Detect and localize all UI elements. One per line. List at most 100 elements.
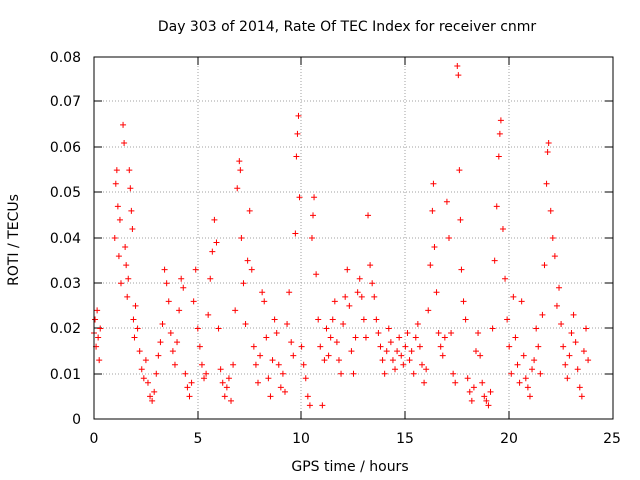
data-point (502, 275, 509, 282)
data-point (151, 388, 158, 395)
data-point (165, 298, 172, 305)
data-point (448, 330, 455, 337)
data-point (549, 235, 556, 241)
data-point (358, 293, 365, 300)
data-point (92, 316, 99, 323)
data-point (560, 343, 567, 350)
data-point (263, 334, 270, 341)
data-point (155, 352, 162, 359)
data-point (445, 235, 452, 241)
data-point (131, 334, 138, 341)
data-point (381, 370, 388, 377)
data-point (333, 339, 340, 346)
data-point (331, 298, 338, 305)
data-point (481, 393, 488, 400)
data-point (252, 361, 259, 368)
data-point (250, 343, 257, 350)
data-point (522, 375, 529, 382)
data-point (211, 216, 218, 223)
data-point (556, 284, 563, 291)
data-point (504, 316, 511, 323)
data-point (365, 212, 372, 219)
data-point (281, 388, 288, 395)
data-point (564, 375, 571, 382)
data-point (499, 225, 506, 232)
data-point (219, 379, 226, 386)
data-point (196, 343, 203, 350)
data-point (265, 375, 272, 382)
ticks (94, 56, 613, 420)
data-point (114, 203, 121, 210)
data-point (483, 397, 490, 404)
data-point (416, 343, 423, 350)
x-tick-label-2: 10 (292, 431, 310, 447)
data-point (142, 357, 149, 364)
data-point (398, 352, 405, 359)
data-point (419, 361, 426, 368)
data-point (277, 384, 284, 391)
data-point (506, 343, 513, 350)
data-point (479, 379, 486, 386)
data-point (115, 253, 122, 260)
data-point (311, 194, 318, 201)
data-point (544, 149, 551, 156)
x-axis-label: GPS time / hours (291, 459, 408, 475)
data-point (237, 167, 244, 174)
data-point (123, 262, 130, 269)
data-point (269, 357, 276, 364)
data-point (111, 235, 118, 241)
y-tick-label-4: 0.04 (50, 231, 81, 247)
data-point (153, 370, 160, 377)
data-point (259, 289, 266, 296)
data-point (396, 334, 403, 341)
data-point (371, 293, 378, 300)
data-point (457, 216, 464, 223)
data-point (377, 343, 384, 350)
data-point (350, 370, 357, 377)
data-point (344, 266, 351, 273)
data-point (159, 320, 166, 327)
y-tick-label-5: 0.05 (50, 185, 81, 201)
data-point (232, 307, 239, 314)
data-point (410, 370, 417, 377)
data-point (375, 330, 382, 337)
data-point (346, 302, 353, 309)
data-point (127, 185, 134, 192)
gridlines (94, 57, 613, 418)
data-point (125, 275, 132, 282)
data-point (535, 343, 542, 350)
data-point (414, 320, 421, 327)
y-tick-label-6: 0.06 (50, 140, 81, 156)
data-point (570, 311, 577, 318)
data-point (458, 266, 465, 273)
data-point (201, 375, 208, 382)
data-point (496, 130, 503, 137)
data-point (279, 370, 286, 377)
data-point (485, 402, 492, 409)
data-point (248, 266, 255, 273)
data-point (431, 244, 438, 251)
data-point (558, 320, 565, 327)
data-point (180, 284, 187, 291)
data-point (317, 343, 324, 350)
data-point (338, 370, 345, 377)
data-point (244, 257, 251, 264)
data-point (144, 379, 151, 386)
data-point (97, 325, 104, 332)
data-point (217, 366, 224, 373)
data-point (290, 352, 297, 359)
data-point (518, 298, 525, 305)
data-point (130, 316, 137, 323)
data-point (157, 339, 164, 346)
data-point (234, 185, 241, 192)
data-point (184, 384, 191, 391)
data-point (526, 393, 533, 400)
data-point (352, 334, 359, 341)
data-point (134, 325, 141, 332)
data-point (516, 379, 523, 386)
data-point (246, 207, 253, 214)
data-point (186, 393, 193, 400)
data-point (342, 293, 349, 300)
data-point (510, 293, 517, 300)
data-point (288, 339, 295, 346)
